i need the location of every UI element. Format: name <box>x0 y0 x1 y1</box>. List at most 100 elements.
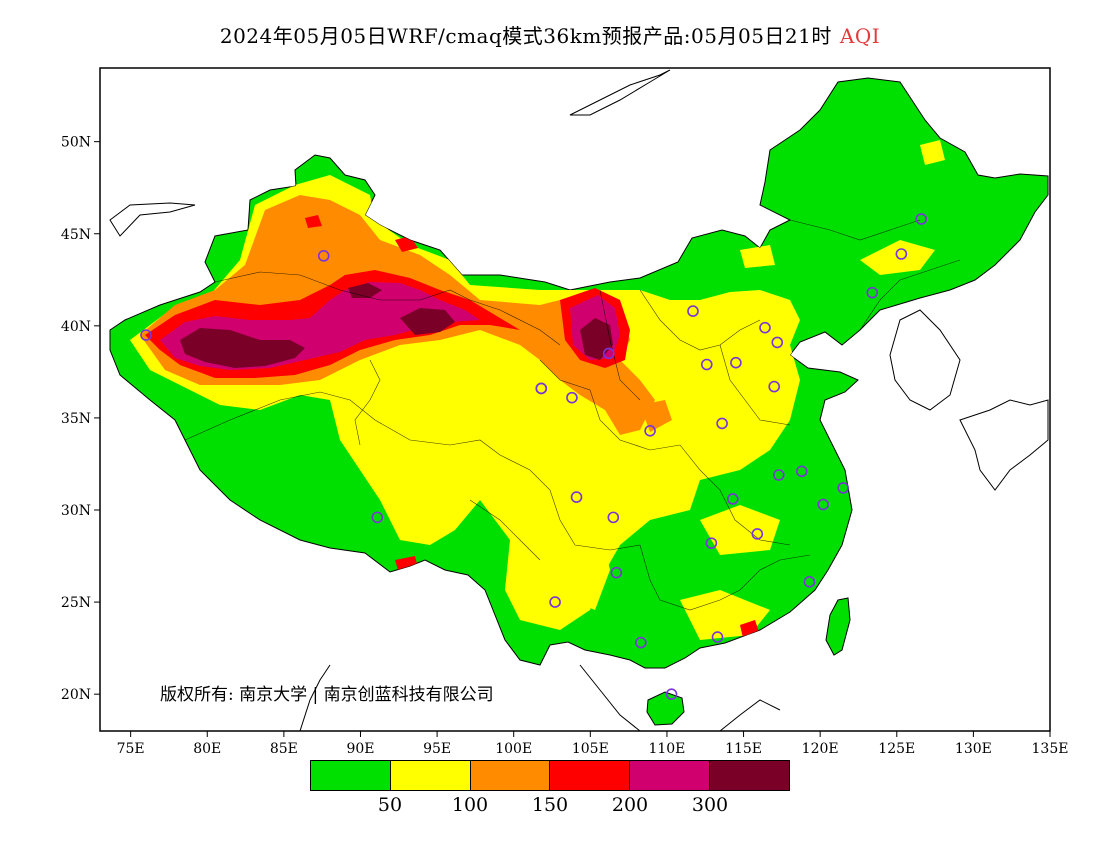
station-marker <box>772 469 785 481</box>
station-marker <box>317 250 330 262</box>
province-border <box>354 359 381 446</box>
lon-tick-label: 130E <box>955 741 992 757</box>
station-marker <box>759 321 771 334</box>
aqi-usg-zone <box>640 400 672 432</box>
legend-swatch <box>470 761 551 790</box>
aqi-moderate-zone <box>560 530 610 610</box>
lon-tick-label: 90E <box>346 741 374 757</box>
lon-tick-label: 115E <box>725 741 762 757</box>
aqi-hazardous-zone <box>180 328 305 368</box>
province-border <box>739 554 811 591</box>
station-marker <box>549 596 561 608</box>
lat-tick-label: 45N <box>61 227 91 243</box>
station-marker <box>716 417 728 430</box>
lat-tick-label: 50N <box>61 135 91 151</box>
title-main: 2024年05月05日WRF/cmaq模式36km预报产品:05月05日21时 <box>219 24 832 48</box>
lon-tick-label: 105E <box>572 741 609 757</box>
province-border <box>639 289 761 351</box>
station-marker <box>817 498 830 511</box>
lon-tick-label: 135E <box>1032 741 1069 757</box>
legend-swatch <box>630 761 711 790</box>
station-marker <box>915 213 928 225</box>
copyright-notice: 版权所有: 南京大学 | 南京创蓝科技有限公司 <box>160 685 494 705</box>
aqi-unhealthy-zone <box>305 215 322 228</box>
station-marker <box>895 248 908 260</box>
station-marker <box>803 576 816 588</box>
map-title: 2024年05月05日WRF/cmaq模式36km预报产品:05月05日21时 A… <box>0 20 1100 49</box>
lon-tick-label: 80E <box>193 741 221 757</box>
southeast-coast <box>299 664 781 731</box>
aqi-moderate-zone <box>740 245 775 268</box>
station-marker <box>602 347 615 360</box>
station-marker <box>751 528 764 540</box>
station-marker <box>771 336 784 349</box>
lat-tick-label: 40N <box>61 319 91 335</box>
lat-tick-label: 30N <box>61 503 91 519</box>
station-marker <box>570 491 583 503</box>
station-marker <box>768 380 780 393</box>
province-border <box>859 259 961 331</box>
lon-tick-label: 110E <box>648 741 685 757</box>
province-border <box>469 499 541 561</box>
station-marker <box>795 465 808 478</box>
station-marker <box>705 537 718 549</box>
title-variable: AQI <box>839 24 881 48</box>
station-marker <box>607 511 620 524</box>
station-marker <box>711 631 724 643</box>
lon-tick-label: 125E <box>878 741 915 757</box>
lon-tick-label: 120E <box>802 741 839 757</box>
province-border <box>719 344 791 426</box>
station-marker <box>730 356 742 369</box>
lat-tick-label: 35N <box>61 411 91 427</box>
aqi-hazardous-zone <box>400 308 455 335</box>
legend-label: 50 <box>377 794 403 816</box>
kazakh-lake <box>109 202 196 237</box>
province-border <box>599 289 641 401</box>
province-border <box>789 219 921 241</box>
station-marker <box>866 286 879 299</box>
station-marker <box>727 493 739 505</box>
legend-label: 150 <box>531 794 569 816</box>
lat-tick-label: 25N <box>61 595 91 611</box>
station-marker <box>837 482 849 494</box>
legend-label: 200 <box>611 794 649 816</box>
aqi-color-legend <box>310 760 790 791</box>
legend-swatch <box>710 761 789 790</box>
korea-japan-coast <box>889 309 1049 491</box>
lon-tick-label: 100E <box>495 741 532 757</box>
lon-tick-label: 85E <box>270 741 298 757</box>
station-marker <box>140 329 152 341</box>
station-marker <box>566 391 578 404</box>
province-border <box>679 444 791 546</box>
lat-tick-label: 20N <box>61 687 91 703</box>
station-marker <box>610 566 623 579</box>
station-marker <box>644 425 656 437</box>
station-marker <box>371 511 384 524</box>
legend-label: 300 <box>691 794 729 816</box>
station-marker <box>535 382 548 395</box>
taiwan-island <box>825 597 851 656</box>
lon-tick-label: 95E <box>423 741 451 757</box>
aqi-moderate-zone <box>700 505 780 555</box>
russia-coast <box>569 69 671 116</box>
legend-swatch <box>550 761 631 790</box>
legend-label: 100 <box>451 794 489 816</box>
station-marker <box>665 688 678 700</box>
legend-swatch <box>390 761 471 790</box>
lon-tick-label: 75E <box>117 741 145 757</box>
station-marker <box>635 636 647 649</box>
station-marker <box>700 358 713 371</box>
legend-swatch <box>311 761 391 790</box>
province-border <box>499 454 641 551</box>
aqi-moderate-zone <box>920 140 945 165</box>
province-borders <box>184 219 961 611</box>
province-border <box>214 271 561 346</box>
map-axes: 75E 80E 85E 90E 95E 100E 105E 110E 115E 120E 125E 1… <box>61 135 1069 757</box>
province-border <box>539 359 681 451</box>
province-border <box>639 544 741 611</box>
hainan-island <box>646 691 685 726</box>
station-marker <box>687 305 699 317</box>
station-markers <box>140 213 928 700</box>
aqi-contours <box>130 140 945 640</box>
